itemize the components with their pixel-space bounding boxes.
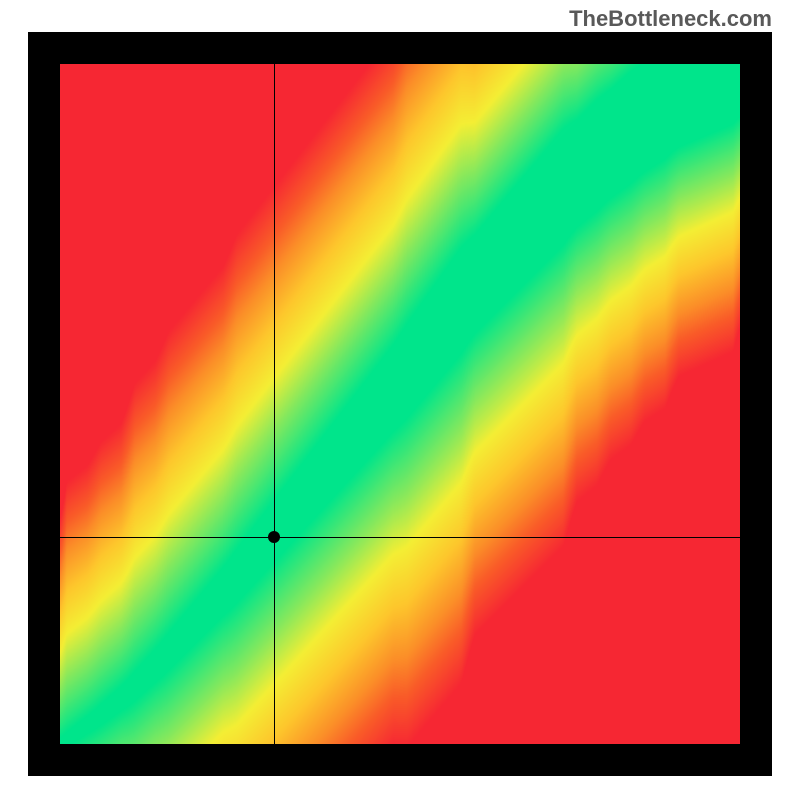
- heatmap-frame: [28, 32, 772, 776]
- attribution-text: TheBottleneck.com: [569, 6, 772, 32]
- crosshair-marker: [268, 531, 280, 543]
- crosshair-vertical: [274, 64, 275, 744]
- heatmap-plot: [60, 64, 740, 744]
- crosshair-horizontal: [60, 537, 740, 538]
- heatmap-canvas: [60, 64, 740, 744]
- root: TheBottleneck.com: [0, 0, 800, 800]
